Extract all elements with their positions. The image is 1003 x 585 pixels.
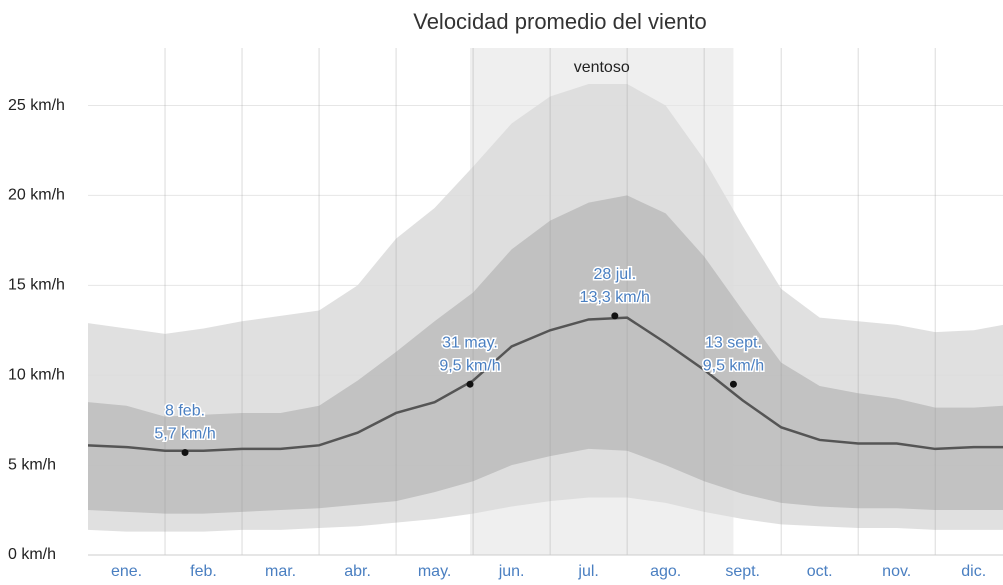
y-tick-label: 5 km/h: [8, 456, 56, 473]
annotation-value: 5,7 km/h: [154, 426, 215, 443]
band: [88, 195, 1003, 514]
x-tick-label: mar.: [265, 563, 296, 580]
annotation-point: [181, 449, 189, 457]
x-tick-label: ago.: [650, 563, 681, 580]
plot-area: [88, 48, 1003, 556]
y-tick-label: 0 km/h: [8, 546, 56, 563]
x-tick-label: jul.: [577, 563, 598, 580]
x-tick-label: ene.: [111, 563, 142, 580]
annotation-date: 8 feb.: [165, 403, 205, 420]
annotation-value: 9,5 km/h: [703, 357, 764, 374]
annotation-point: [466, 380, 474, 388]
annotation-point: [729, 380, 737, 388]
x-tick-label: abr.: [344, 563, 371, 580]
x-tick-label: sept.: [725, 563, 760, 580]
annotation-value: 13,3 km/h: [580, 289, 650, 306]
annotation-value: 9,5 km/h: [439, 357, 500, 374]
annotation-date: 13 sept.: [705, 334, 762, 351]
y-tick-label: 25 km/h: [8, 97, 65, 114]
y-tick-label: 20 km/h: [8, 187, 65, 204]
x-tick-label: feb.: [190, 563, 217, 580]
region-label: ventoso: [574, 59, 630, 76]
annotation-date: 28 jul.: [593, 266, 636, 283]
x-tick-label: dic.: [961, 563, 986, 580]
x-tick-label: oct.: [807, 563, 833, 580]
y-tick-label: 15 km/h: [8, 277, 65, 294]
annotation-date: 31 may.: [442, 334, 498, 351]
y-tick-label: 10 km/h: [8, 366, 65, 383]
chart-title: Velocidad promedio del viento: [413, 9, 707, 34]
x-tick-label: may.: [418, 563, 451, 580]
annotation-point: [611, 312, 619, 320]
mean-line: [88, 316, 1003, 452]
x-tick-label: nov.: [882, 563, 911, 580]
x-tick-label: jun.: [498, 563, 525, 580]
